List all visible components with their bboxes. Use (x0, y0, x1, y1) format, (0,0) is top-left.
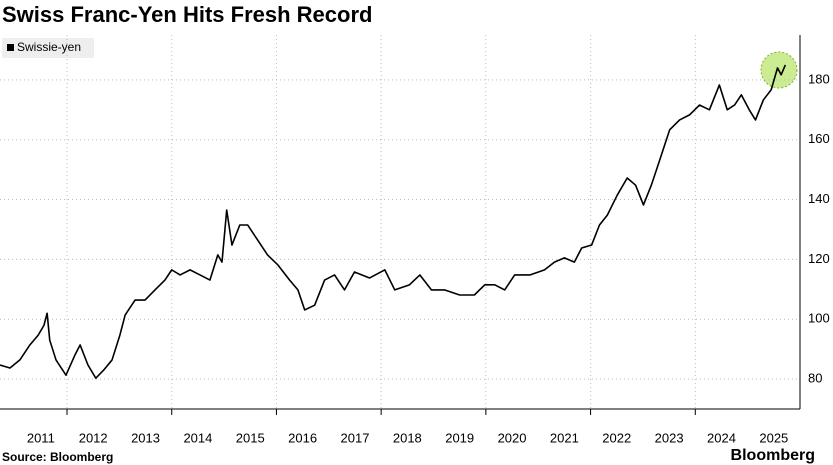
legend-swatch (7, 44, 14, 51)
x-tick-label: 2015 (236, 430, 265, 445)
x-tick-label: 2013 (131, 430, 160, 445)
x-tick-label: 2022 (602, 430, 631, 445)
x-tick-label: 2019 (445, 430, 474, 445)
chart-title: Swiss Franc-Yen Hits Fresh Record (2, 2, 372, 27)
x-tick-label: 2016 (288, 430, 317, 445)
y-tick-label: 120 (808, 251, 830, 266)
x-tick-label: 2014 (183, 430, 212, 445)
source: Source: Bloomberg (2, 450, 113, 464)
y-tick-label: 160 (808, 131, 830, 146)
legend-box (2, 38, 94, 58)
x-tick-label: 2020 (498, 430, 527, 445)
x-tick-label: 2024 (707, 430, 736, 445)
x-tick-label: 2012 (79, 430, 108, 445)
x-tick-label: 2021 (550, 430, 579, 445)
x-tick-label: 2025 (759, 430, 788, 445)
y-tick-label: 80 (808, 371, 822, 386)
x-tick-label: 2023 (655, 430, 684, 445)
legend-label: Swissie-yen (17, 40, 81, 54)
y-tick-label: 140 (808, 191, 830, 206)
line (0, 64, 787, 379)
x-tick-label: 2011 (27, 430, 55, 445)
y-tick-label: 180 (808, 71, 830, 86)
x-tick-label: 2017 (341, 430, 370, 445)
x-tick-label: 2018 (393, 430, 422, 445)
y-tick-label: 100 (808, 311, 830, 326)
logo: Bloomberg (731, 447, 815, 464)
